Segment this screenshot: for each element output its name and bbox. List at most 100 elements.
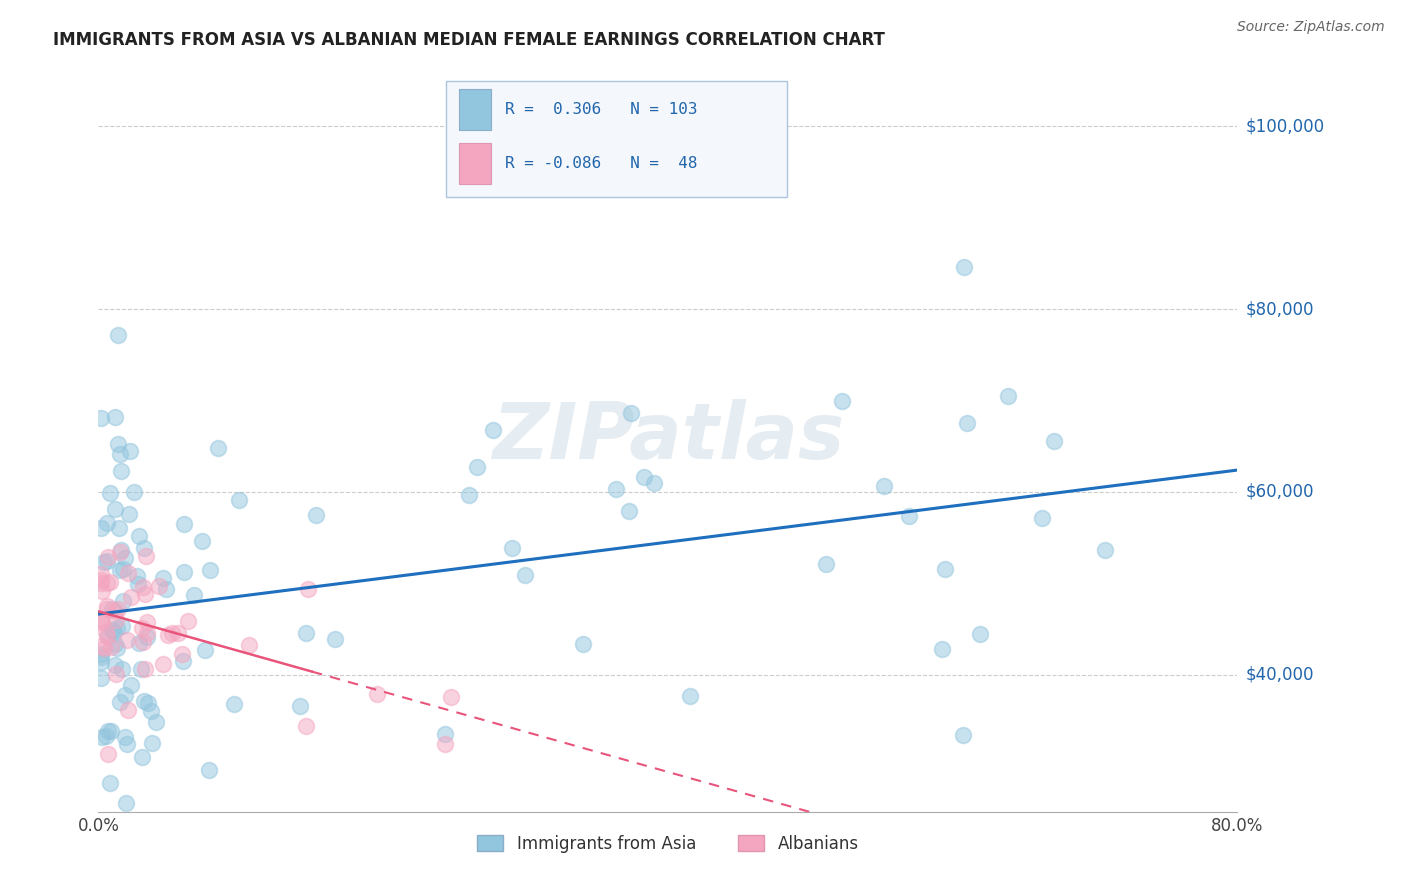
Point	[295, 718, 318, 732]
Point	[190, 534, 212, 549]
Point	[104, 501, 127, 516]
Point	[128, 528, 150, 542]
Point	[108, 563, 131, 577]
Point	[173, 516, 195, 531]
Point	[633, 469, 655, 483]
Point	[104, 636, 127, 650]
Point	[134, 587, 156, 601]
FancyBboxPatch shape	[460, 143, 491, 185]
Point	[620, 406, 643, 420]
Point	[90, 573, 112, 587]
Point	[100, 601, 122, 615]
Point	[135, 549, 157, 563]
Text: $40,000: $40,000	[1246, 665, 1315, 683]
Point	[183, 588, 205, 602]
Point	[1094, 543, 1116, 558]
Point	[117, 566, 139, 581]
Point	[114, 551, 136, 566]
Text: ZIPatlas: ZIPatlas	[492, 399, 844, 475]
Point	[107, 437, 129, 451]
Point	[107, 602, 129, 616]
Point	[1042, 434, 1064, 449]
Point	[145, 714, 167, 729]
Point	[295, 626, 318, 640]
Point	[98, 486, 121, 500]
Point	[105, 621, 128, 635]
Point	[101, 624, 124, 638]
Point	[90, 575, 112, 590]
Point	[108, 521, 131, 535]
Point	[433, 737, 456, 751]
Point	[107, 641, 129, 656]
Point	[305, 508, 328, 522]
Point	[90, 612, 112, 626]
Point	[132, 635, 155, 649]
Point	[118, 507, 141, 521]
Point	[104, 604, 127, 618]
Point	[643, 476, 665, 491]
Point	[115, 796, 138, 810]
Point	[97, 747, 120, 762]
Point	[997, 388, 1019, 402]
Point	[482, 424, 505, 438]
Point	[114, 688, 136, 702]
Point	[931, 642, 953, 657]
Point	[135, 626, 157, 640]
Point	[112, 594, 135, 608]
Point	[108, 447, 131, 461]
Point	[160, 626, 183, 640]
FancyBboxPatch shape	[460, 89, 491, 130]
Text: IMMIGRANTS FROM ASIA VS ALBANIAN MEDIAN FEMALE EARNINGS CORRELATION CHART: IMMIGRANTS FROM ASIA VS ALBANIAN MEDIAN …	[53, 31, 886, 49]
Point	[90, 567, 112, 582]
Point	[501, 541, 523, 555]
Point	[90, 410, 112, 425]
Point	[120, 444, 142, 458]
Point	[97, 550, 120, 565]
Point	[952, 728, 974, 742]
Point	[136, 696, 159, 710]
Point	[198, 564, 221, 578]
Point	[1031, 510, 1053, 524]
Point	[132, 694, 155, 708]
Point	[224, 698, 246, 712]
Point	[94, 624, 117, 639]
Point	[90, 584, 112, 599]
Point	[952, 260, 974, 275]
Text: $80,000: $80,000	[1246, 300, 1315, 318]
Point	[96, 516, 118, 530]
Point	[117, 703, 139, 717]
Point	[238, 638, 260, 652]
Point	[228, 492, 250, 507]
Point	[458, 488, 481, 502]
Point	[934, 562, 956, 576]
Point	[90, 648, 112, 662]
Point	[617, 504, 640, 518]
Point	[96, 629, 118, 643]
Point	[969, 627, 991, 641]
Point	[125, 569, 148, 583]
Point	[366, 687, 388, 701]
Point	[152, 657, 174, 672]
Point	[440, 690, 463, 704]
Point	[111, 662, 134, 676]
Point	[91, 614, 114, 628]
Point	[465, 459, 488, 474]
Point	[94, 729, 117, 743]
Point	[110, 542, 132, 557]
Point	[148, 579, 170, 593]
Point	[679, 689, 702, 703]
Point	[97, 629, 120, 643]
Point	[572, 637, 595, 651]
Point	[104, 658, 127, 673]
Point	[90, 671, 112, 685]
Point	[134, 541, 156, 555]
Point	[173, 565, 195, 579]
Text: R =  0.306   N = 103: R = 0.306 N = 103	[505, 103, 697, 117]
Point	[107, 328, 129, 343]
Point	[290, 698, 312, 713]
Point	[100, 724, 122, 739]
Point	[815, 558, 838, 572]
Point	[134, 662, 156, 676]
Text: $100,000: $100,000	[1246, 118, 1324, 136]
Point	[96, 575, 118, 590]
